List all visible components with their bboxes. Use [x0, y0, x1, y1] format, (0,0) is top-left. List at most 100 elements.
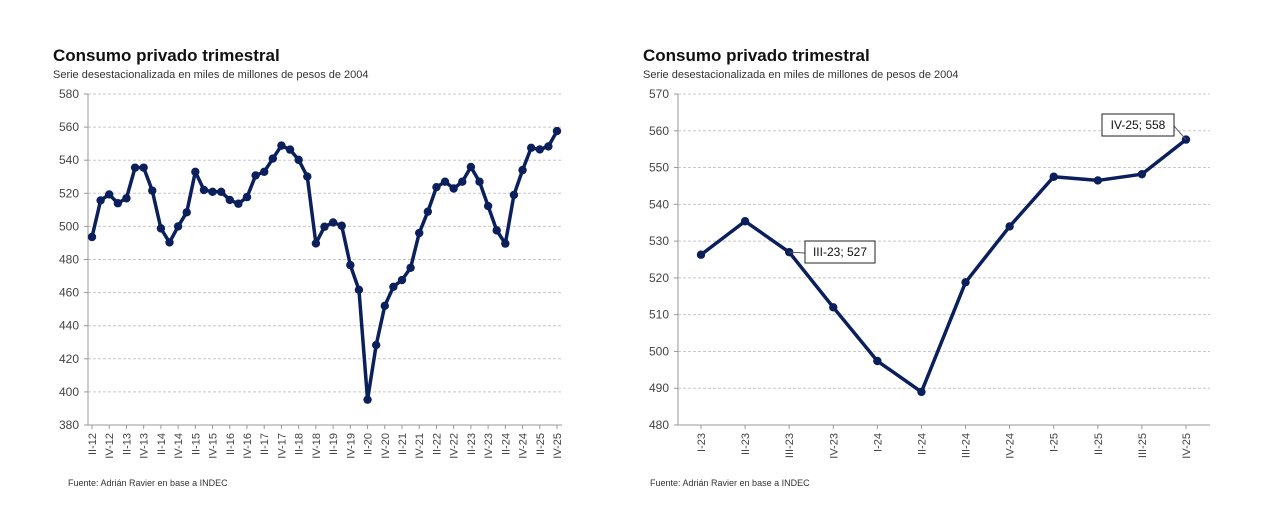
data-point: [406, 263, 415, 272]
data-point: [96, 196, 105, 205]
data-point: [1005, 222, 1014, 231]
y-tick-label: 510: [649, 308, 669, 322]
x-tick-label: IV-25: [552, 433, 564, 459]
data-point: [740, 217, 750, 226]
y-tick-label: 520: [59, 186, 79, 200]
x-tick-label: II-24: [916, 433, 928, 455]
chart-subtitle: Serie desestacionalizada en miles de mil…: [53, 69, 369, 81]
y-tick-label: 550: [649, 161, 669, 175]
series-line: [90, 130, 559, 402]
x-tick-label: IV-24: [1005, 433, 1017, 459]
data-point: [337, 221, 346, 230]
data-point: [526, 143, 536, 152]
data-point: [501, 239, 510, 248]
data-label: III-23; 527: [813, 245, 867, 259]
y-tick-label: 380: [59, 418, 79, 432]
y-tick-label: 540: [59, 153, 79, 167]
data-point: [397, 275, 407, 285]
y-tick-label: 570: [649, 87, 669, 101]
y-tick-label: 530: [649, 234, 669, 248]
data-point: [346, 260, 355, 270]
y-tick-label: 420: [59, 352, 79, 366]
x-tick-label: IV-20: [380, 433, 392, 459]
data-point: [380, 301, 389, 311]
data-point: [829, 303, 838, 312]
data-point: [122, 194, 131, 203]
x-tick-label: II-25: [535, 433, 547, 455]
x-tick-label: II-23: [740, 433, 752, 455]
y-tick-label: 520: [649, 271, 669, 285]
y-tick-label: 580: [59, 87, 79, 101]
data-point: [1093, 176, 1103, 185]
chart-right: Consumo privado trimestral Serie desesta…: [643, 46, 1210, 488]
annotation-box: [804, 240, 876, 264]
y-tick-label: 460: [59, 286, 79, 300]
data-point: [1137, 169, 1147, 179]
x-tick-label: II-14: [156, 433, 168, 455]
x-tick-label: II-12: [87, 433, 99, 455]
x-tick-label: III-25: [1137, 433, 1149, 458]
x-tick-label: II-18: [294, 433, 306, 455]
x-tick-label: III-24: [961, 433, 973, 458]
x-tick-label: II-17: [259, 433, 271, 455]
data-point: [294, 155, 303, 165]
data-point: [552, 126, 562, 136]
data-point: [363, 395, 372, 404]
data-point: [148, 186, 157, 195]
x-tick-label: II-22: [431, 433, 443, 455]
x-tick-label: II-21: [397, 433, 409, 455]
data-point: [199, 185, 209, 195]
x-tick-label: IV-24: [518, 433, 530, 459]
data-point: [311, 239, 321, 248]
data-point: [242, 192, 252, 202]
data-point: [268, 154, 278, 163]
x-tick-label: IV-23: [828, 433, 840, 459]
x-tick-label: II-19: [328, 433, 340, 455]
x-tick-label: IV-19: [345, 433, 357, 459]
data-point: [509, 190, 519, 200]
data-point: [182, 208, 191, 217]
x-tick-label: II-16: [225, 433, 237, 455]
chart-title: Consumo privado trimestral: [53, 46, 280, 65]
x-tick-label: II-20: [363, 433, 375, 455]
x-tick-label: II-25: [1093, 433, 1105, 455]
x-tick-label: II-15: [190, 433, 202, 455]
data-point: [303, 172, 312, 181]
data-point: [130, 163, 140, 172]
data-point: [260, 167, 269, 176]
data-point: [328, 218, 338, 227]
x-tick-label: I-23: [696, 433, 708, 452]
data-point: [139, 163, 148, 172]
y-tick-label: 560: [649, 124, 669, 138]
data-point: [961, 278, 970, 287]
data-point: [535, 145, 544, 154]
data-point: [458, 177, 467, 186]
data-point: [225, 195, 234, 205]
data-point: [518, 165, 527, 175]
x-tick-label: IV-18: [311, 433, 323, 459]
chart-subtitle: Serie desestacionalizada en miles de mil…: [643, 69, 959, 81]
chart-source: Fuente: Adrián Ravier en base a INDEC: [68, 478, 228, 488]
data-point: [423, 207, 433, 216]
x-tick-label: IV-21: [414, 433, 426, 459]
data-point: [165, 238, 174, 247]
x-tick-label: IV-22: [449, 433, 461, 459]
annotation-box: [1101, 113, 1175, 137]
data-point: [544, 142, 553, 151]
x-tick-label: IV-14: [173, 433, 185, 459]
chart-left: Consumo privado trimestral Serie desesta…: [53, 46, 564, 488]
annotation-leader: [789, 251, 806, 254]
data-point: [87, 232, 97, 242]
data-point: [449, 184, 458, 193]
annotation-leader: [1173, 125, 1187, 140]
x-tick-label: IV-16: [242, 433, 254, 459]
data-point: [475, 177, 484, 186]
data-point: [432, 182, 441, 192]
data-point: [415, 228, 424, 238]
y-tick-label: 480: [59, 253, 79, 267]
y-tick-label: 500: [59, 219, 79, 233]
y-tick-label: 480: [649, 418, 669, 432]
data-point: [466, 162, 476, 172]
data-point: [371, 340, 381, 350]
